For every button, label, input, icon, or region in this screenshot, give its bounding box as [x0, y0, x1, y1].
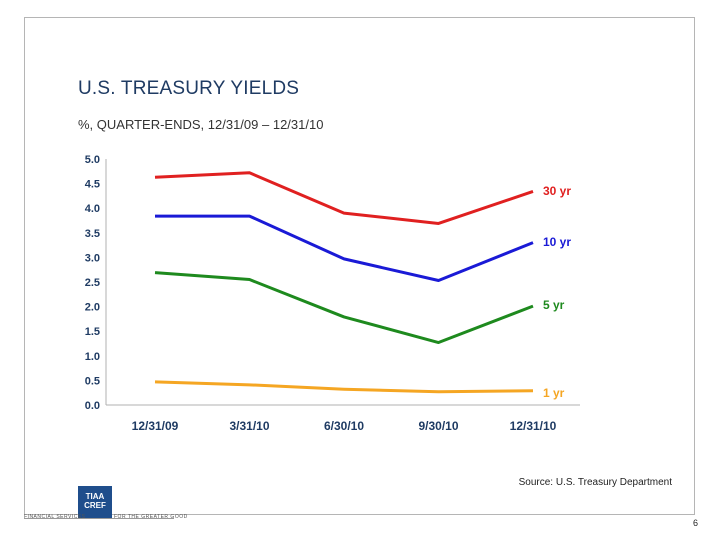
y-tick-labels: 5.0 4.5 4.0 3.5 3.0 2.5 2.0 1.5 1.0 0.5 0.0: [85, 154, 100, 412]
footer-divider: [24, 518, 174, 519]
series-line-10-yr: [155, 214, 534, 283]
y-tick-label: 4.5: [85, 179, 100, 191]
footer-left-text: FINANCIAL SERVICES: [24, 514, 86, 520]
x-tick-label: 3/31/10: [229, 419, 269, 433]
x-tick-label: 9/30/10: [418, 419, 458, 433]
chart-axes: [105, 159, 580, 406]
source-note: Source: U.S. Treasury Department: [518, 477, 672, 488]
series-label: 5 yr: [543, 298, 565, 312]
y-tick-label: 0.5: [85, 375, 100, 387]
page-number: 6: [692, 518, 698, 528]
x-tick-label: 12/31/10: [510, 419, 557, 433]
y-tick-label: 3.0: [85, 252, 100, 264]
series-line-1-yr: [154, 380, 534, 394]
y-tick-label: 0.0: [85, 400, 100, 412]
series-lines: [154, 171, 534, 394]
series-line-5-yr: [154, 271, 534, 345]
series-labels: 30 yr 10 yr 5 yr 1 yr: [543, 184, 571, 400]
y-tick-label: 1.0: [85, 351, 100, 363]
y-tick-label: 4.0: [85, 203, 100, 215]
series-label: 30 yr: [543, 184, 571, 198]
y-tick-label: 2.5: [85, 277, 100, 289]
logo-text-bottom: CREF: [84, 501, 106, 510]
y-tick-label: 5.0: [85, 154, 100, 166]
y-tick-label: 2.0: [85, 302, 100, 314]
y-tick-label: 3.5: [85, 228, 100, 240]
company-logo: TIAA CREF: [78, 486, 112, 518]
x-tick-label: 12/31/09: [132, 419, 179, 433]
slide-frame: [24, 17, 695, 515]
y-tick-label: 1.5: [85, 326, 100, 338]
footer-tagline: FOR THE GREATER GOOD: [114, 514, 188, 520]
chart-subtitle: %, QUARTER-ENDS, 12/31/09 – 12/31/10: [78, 117, 324, 132]
x-tick-label: 6/30/10: [324, 419, 364, 433]
logo-text-top: TIAA: [85, 492, 105, 501]
x-tick-labels: 12/31/09 3/31/10 6/30/10 9/30/10 12/31/10: [132, 419, 557, 433]
chart-title: U.S. TREASURY YIELDS: [78, 78, 300, 99]
series-line-30-yr: [154, 171, 534, 225]
series-label: 10 yr: [543, 235, 571, 249]
series-label: 1 yr: [543, 386, 565, 400]
